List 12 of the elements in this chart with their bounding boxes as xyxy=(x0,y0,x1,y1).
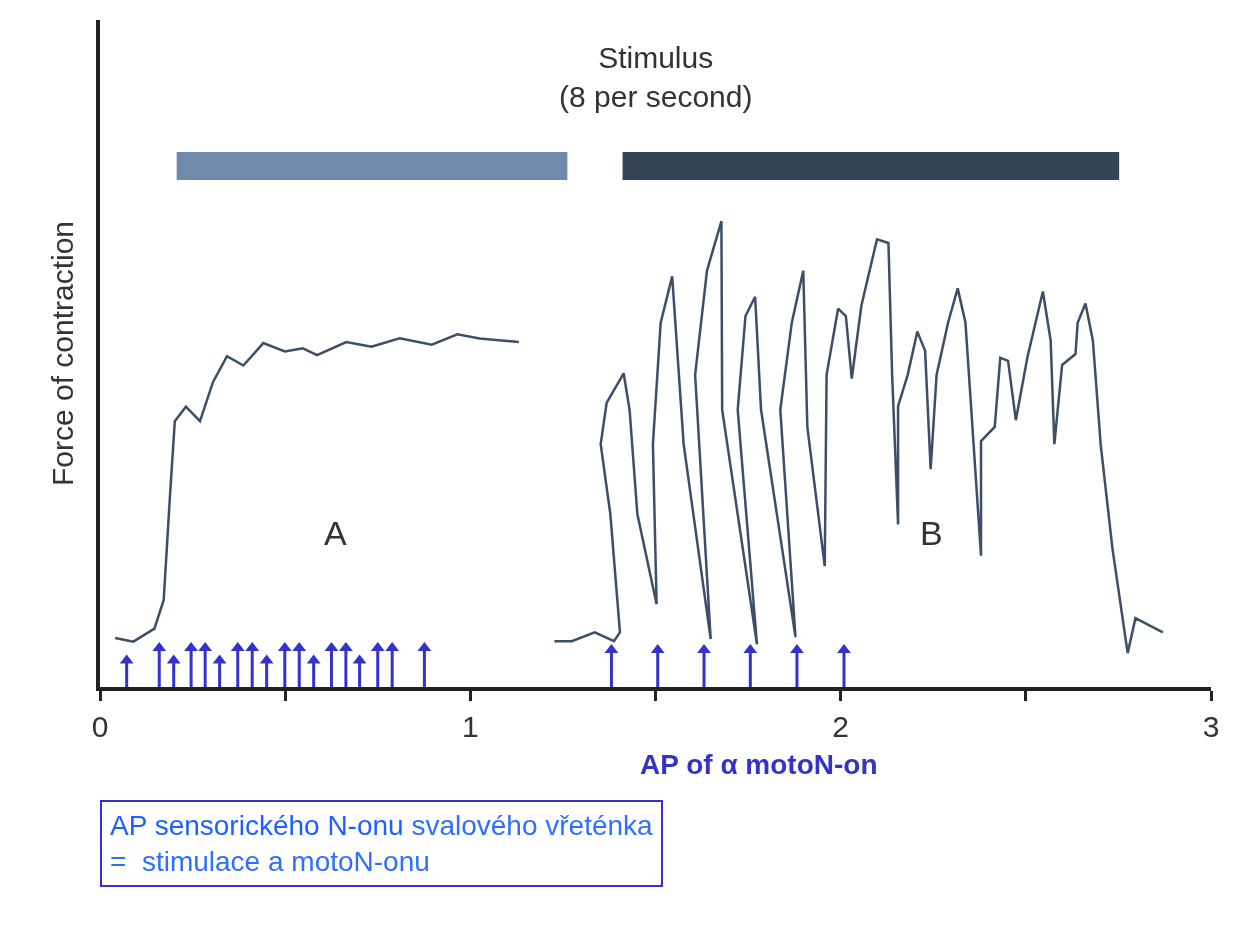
text: = stimulace a motoN-onu xyxy=(110,846,430,878)
x-tick-label: 3 xyxy=(1202,710,1220,743)
x-tick-label: 0 xyxy=(91,710,109,743)
x-tick-label: 1 xyxy=(461,710,479,743)
annotation: A xyxy=(324,514,347,552)
text: Stimulus (8 per second) xyxy=(559,41,753,113)
x-tick-label: 2 xyxy=(832,710,850,743)
y-axis-title: Force of contraction xyxy=(45,220,79,487)
annotation: B xyxy=(920,514,943,552)
text: AP of α motoN-on xyxy=(640,749,878,780)
text: svalového vřeténka xyxy=(403,810,654,841)
text: AP sensorického N-onu xyxy=(110,810,404,841)
